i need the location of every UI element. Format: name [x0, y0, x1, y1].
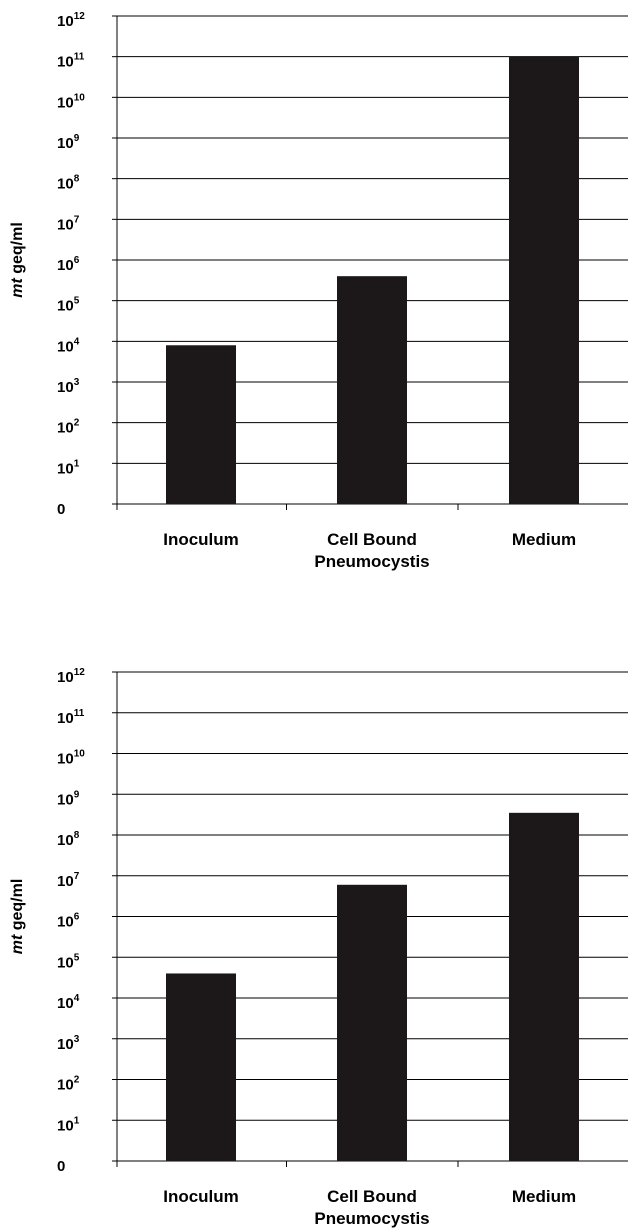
chart-1: 0 101 102 103 104 105 106 107 108 109 1010 1011 1012… [9, 11, 628, 571]
y-tick-label: 109 [57, 133, 80, 152]
y-tick-label: 109 [57, 789, 80, 808]
y-tick-label: 1012 [57, 667, 85, 686]
bar-medium [509, 812, 579, 1161]
y-axis-title: mt geq/ml [9, 222, 26, 298]
y-tick-label: 102 [57, 418, 80, 437]
y-tick-label: 103 [57, 377, 80, 396]
y-axis-title: mt geq/ml [9, 879, 26, 955]
chart-2: 0 101 102 103 104 105 106 107 108 109 1010 1011 1012… [9, 667, 628, 1228]
y-tick-label: 101 [57, 458, 80, 477]
x-category-label: Medium [512, 530, 576, 549]
y-tick-label: 108 [57, 830, 80, 849]
y-tick-label: 103 [57, 1034, 80, 1053]
bar-cell-bound-pneumocystis [337, 884, 407, 1161]
y-tick-label: 0 [57, 501, 65, 518]
y-tick-label: 1010 [57, 92, 85, 111]
y-tick-label: 108 [57, 174, 80, 193]
y-tick-label: 105 [57, 952, 80, 971]
bar-cell-bound-pneumocystis [337, 276, 407, 504]
y-tick-label: 1010 [57, 749, 85, 768]
y-tick-label: 106 [57, 912, 80, 931]
y-tick-label: 1012 [57, 11, 85, 30]
x-category-label: Inoculum [163, 530, 239, 549]
y-tick-label: 106 [57, 255, 80, 274]
bar-medium [509, 56, 579, 505]
x-category-label: Pneumocystis [314, 552, 429, 571]
x-category-label: Cell Bound [327, 1187, 417, 1206]
y-tick-label: 104 [57, 993, 80, 1012]
x-category-label: Inoculum [163, 1187, 239, 1206]
y-tick-label: 105 [57, 296, 80, 315]
bar-inoculum [166, 973, 236, 1161]
y-tick-label: 101 [57, 1115, 80, 1134]
bar-inoculum [166, 345, 236, 504]
y-tick-label: 0 [57, 1158, 65, 1175]
y-tick-label: 102 [57, 1075, 80, 1094]
y-tick-label: 107 [57, 214, 80, 233]
x-category-label: Cell Bound [327, 530, 417, 549]
x-category-label: Pneumocystis [314, 1209, 429, 1228]
y-tick-label: 104 [57, 336, 80, 355]
x-category-label: Medium [512, 1187, 576, 1206]
y-tick-label: 1011 [57, 52, 85, 71]
y-tick-label: 107 [57, 871, 80, 890]
y-tick-label: 1011 [57, 708, 85, 727]
